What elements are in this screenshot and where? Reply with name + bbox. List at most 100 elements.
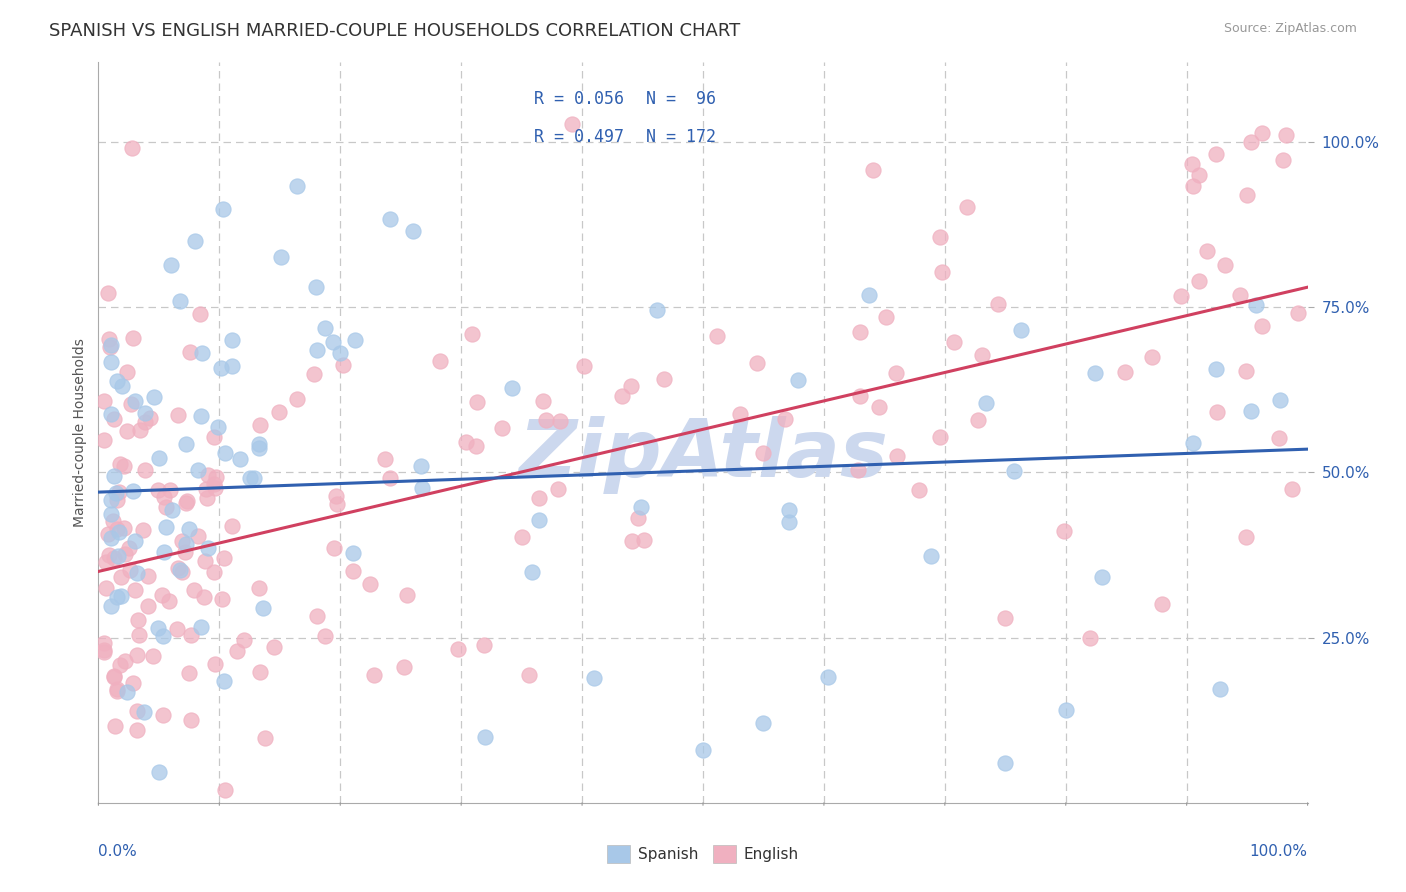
Point: [108, 657, 131, 672]
Point: [976, 396, 998, 410]
Point: [97, 285, 120, 300]
Point: [233, 633, 256, 648]
Point: [243, 471, 266, 485]
Point: [325, 490, 347, 504]
Point: [117, 685, 139, 699]
Point: [177, 665, 200, 680]
Point: [110, 589, 132, 603]
Point: [373, 451, 395, 466]
Point: [1229, 287, 1251, 301]
Point: [745, 356, 768, 370]
Point: [786, 373, 808, 387]
Point: [510, 529, 533, 543]
Point: [153, 545, 176, 559]
Point: [136, 599, 159, 613]
Point: [886, 366, 908, 380]
Point: [134, 705, 156, 719]
Point: [1244, 298, 1267, 312]
Point: [93, 393, 115, 408]
Point: [134, 416, 156, 430]
Point: [194, 554, 217, 568]
Point: [211, 202, 233, 216]
Point: [117, 365, 139, 379]
Point: [190, 409, 212, 424]
Point: [105, 590, 128, 604]
Point: [1114, 365, 1136, 379]
Point: [394, 659, 416, 673]
Point: [1213, 258, 1236, 272]
Point: [1240, 404, 1263, 418]
Point: [194, 482, 217, 496]
Point: [100, 407, 122, 421]
Point: [1188, 168, 1211, 182]
Point: [247, 437, 270, 451]
Point: [125, 705, 148, 719]
Point: [179, 345, 201, 359]
Point: [529, 513, 551, 527]
Point: [221, 519, 243, 533]
Point: [868, 401, 890, 415]
Point: [190, 346, 212, 360]
Point: [114, 654, 136, 668]
Point: [146, 621, 169, 635]
Point: [647, 302, 669, 317]
Point: [125, 566, 148, 580]
Point: [472, 638, 495, 652]
Point: [929, 430, 952, 444]
Point: [118, 563, 141, 577]
Point: [1236, 187, 1258, 202]
Point: [103, 550, 125, 565]
Point: [166, 622, 188, 636]
Point: [128, 424, 150, 438]
Point: [127, 613, 149, 627]
Point: [972, 348, 994, 362]
Point: [179, 522, 201, 536]
Point: [124, 582, 146, 597]
Point: [94, 555, 117, 569]
Point: [143, 390, 166, 404]
Point: [269, 405, 291, 419]
Point: [846, 463, 869, 477]
Point: [100, 337, 122, 351]
Point: [169, 563, 191, 577]
Point: [305, 343, 328, 357]
Point: [93, 642, 115, 657]
Point: [363, 667, 385, 681]
Point: [942, 334, 965, 349]
Point: [195, 491, 218, 506]
Point: [1205, 361, 1227, 376]
Point: [411, 481, 433, 495]
Point: [105, 684, 128, 698]
Point: [103, 670, 125, 684]
Point: [120, 397, 142, 411]
Point: [132, 524, 155, 538]
Point: [1091, 570, 1114, 584]
Point: [548, 414, 571, 428]
Point: [454, 434, 477, 449]
Point: [134, 463, 156, 477]
Point: [174, 495, 197, 509]
Point: [1234, 530, 1257, 544]
Point: [342, 546, 364, 560]
Point: [1182, 179, 1205, 194]
Point: [342, 565, 364, 579]
Point: [180, 628, 202, 642]
Point: [128, 628, 150, 642]
Point: [100, 492, 122, 507]
Point: [97, 332, 120, 346]
Point: [134, 407, 156, 421]
Point: [105, 682, 128, 697]
Point: [127, 648, 149, 663]
Point: [97, 527, 120, 541]
Point: [105, 485, 128, 500]
Point: [1206, 404, 1229, 418]
Point: [886, 450, 908, 464]
Point: [1209, 682, 1232, 697]
Point: [966, 413, 988, 427]
Point: [931, 264, 953, 278]
Point: [531, 393, 554, 408]
Point: [378, 211, 401, 226]
Point: [167, 561, 190, 575]
Point: [170, 565, 193, 579]
Point: [612, 389, 634, 403]
